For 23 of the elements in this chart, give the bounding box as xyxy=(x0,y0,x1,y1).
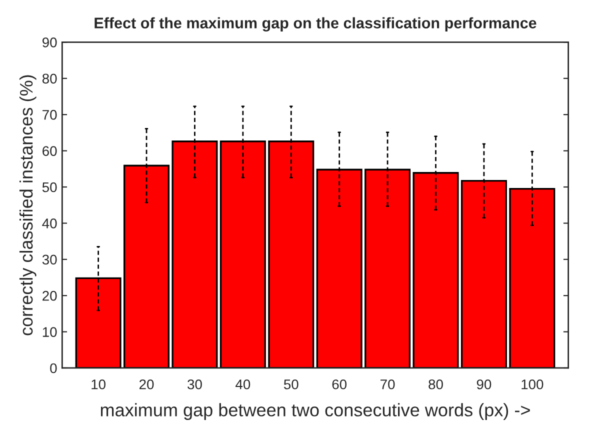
x-tick-label: 90 xyxy=(476,379,492,390)
x-tick-label: 40 xyxy=(236,379,250,390)
y-tick-label: 90 xyxy=(42,38,57,48)
x-tick-label: 20 xyxy=(139,379,154,390)
y-axis-title: correctly classified instances (%) xyxy=(19,75,36,336)
y-tick-label: 40 xyxy=(42,218,57,228)
x-tick-label: 10 xyxy=(92,379,106,390)
y-tick-label: 30 xyxy=(42,254,57,265)
y-tick-label: 0 xyxy=(50,363,57,374)
y-tick-label: 50 xyxy=(42,182,57,192)
x-tick-label: 30 xyxy=(188,379,202,390)
x-tick-label: 50 xyxy=(284,379,298,390)
y-tick-label: 80 xyxy=(42,74,57,84)
x-tick-label: 100 xyxy=(522,379,544,390)
chart-title: Effect of the maximum gap on the classification performance xyxy=(94,17,536,32)
y-tick-label: 10 xyxy=(42,327,57,337)
y-tick-label: 70 xyxy=(42,110,57,120)
x-tick-label: 80 xyxy=(428,379,443,390)
x-tick-label: 60 xyxy=(332,379,347,390)
x-tick-label: 70 xyxy=(380,379,395,390)
y-tick-label: 60 xyxy=(42,146,57,156)
x-axis-title: maximum gap between two consecutive words (px) -> xyxy=(100,403,530,420)
y-tick-label: 20 xyxy=(42,290,57,301)
